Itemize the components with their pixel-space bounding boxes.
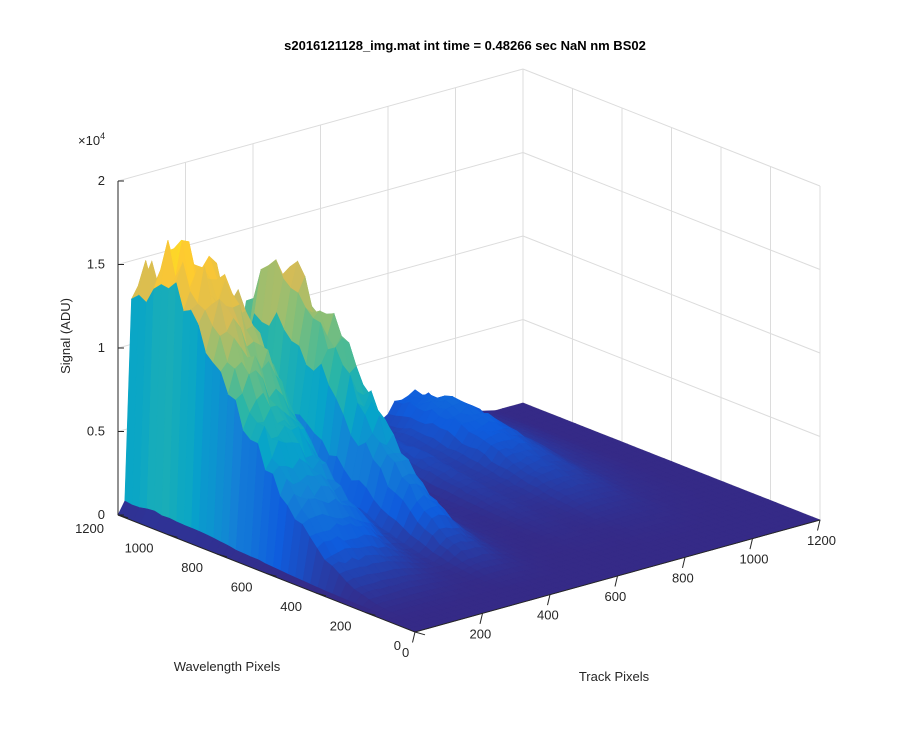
y-axis-label: Wavelength Pixels [174,659,281,674]
x-tick-label: 0 [402,645,409,660]
z-axis-label: Signal (ADU) [58,298,73,374]
z-exponent-power: 4 [100,131,105,141]
x-tick [749,538,753,550]
x-tick [479,613,483,624]
grid-line [522,235,821,354]
y-tick [167,534,178,538]
grid-line [522,68,821,187]
tick-layer: 0200400600800100012000200400600800100012… [75,173,836,660]
y-tick [216,553,228,558]
y-tick [414,631,426,636]
y-tick-label: 600 [231,580,253,595]
y-tick-label: 400 [280,599,302,614]
y-tick-label: 200 [330,619,352,634]
y-tick-label: 0 [394,638,401,653]
x-tick [412,631,416,643]
x-tick-label: 1000 [740,552,769,567]
x-axis-label: Track Pixels [579,669,650,684]
y-tick-label: 1000 [125,541,154,556]
x-tick [547,594,551,606]
grid-line [117,68,524,182]
z-exponent-base: ×10 [78,133,100,148]
x-tick [682,557,686,568]
x-tick-label: 600 [605,589,627,604]
chart-title: s2016121128_img.mat int time = 0.48266 s… [284,38,646,53]
z-tick-label: 2 [98,173,105,188]
surface-layer [117,239,821,633]
y-tick-label: 800 [181,560,203,575]
z-tick-label: 1.5 [87,257,105,272]
grid-line [522,152,821,270]
x-tick [817,519,821,531]
y-tick-label: 1200 [75,521,104,536]
grid-line [522,319,821,437]
x-tick-label: 800 [672,570,694,585]
z-tick-label: 0 [98,507,105,522]
y-tick [315,592,327,597]
x-tick [614,575,618,587]
z-exponent-label: ×104 [78,131,105,148]
x-tick-label: 1200 [807,533,836,548]
x-tick-label: 400 [537,608,559,623]
y-tick [365,612,376,616]
y-tick [266,573,277,577]
z-tick-label: 0.5 [87,424,105,439]
z-tick-label: 1 [98,340,105,355]
x-tick-label: 200 [470,626,492,641]
